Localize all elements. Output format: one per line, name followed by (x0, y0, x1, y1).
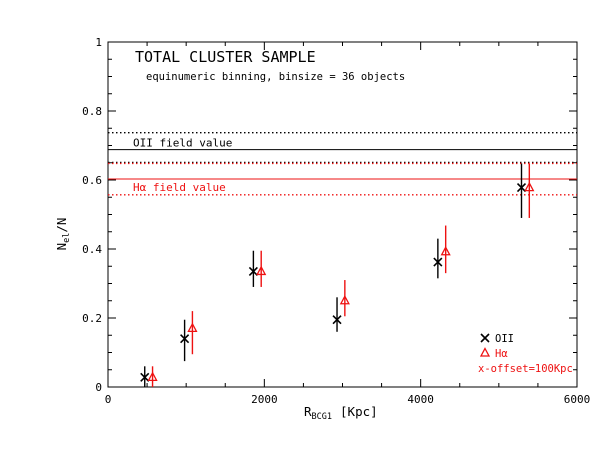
legend-marker-cross (480, 333, 490, 343)
y-ticks: 0 0.2 0.4 0.6 0.8 1 (82, 36, 577, 394)
x-ticks: 0 2000 4000 6000 (105, 42, 591, 406)
legend-offset-note: x-offset=100Kpc (478, 363, 573, 375)
y-axis-label-sub: el (62, 233, 72, 243)
y-tick-label: 0.8 (82, 105, 102, 118)
reference-label: OII field value (133, 137, 232, 150)
data-point-ha (339, 294, 350, 305)
legend-ha-marker (479, 347, 491, 357)
y-tick-label: 0.6 (82, 174, 102, 187)
legend-ha-label: Hα (495, 348, 508, 360)
data-point-ha (440, 245, 451, 256)
legend-oii-label: OII (495, 333, 514, 345)
legend-marker-triangle (479, 347, 491, 357)
reference-lines: OII field value Hα field value (108, 132, 577, 196)
data-points (140, 163, 535, 387)
x-axis-label: RBCG1 [Kpc] (304, 404, 378, 422)
x-axis-label-unit: [Kpc] (340, 404, 378, 419)
chart-title: TOTAL CLUSTER SAMPLE (135, 48, 316, 66)
data-point-ha (524, 181, 535, 192)
data-point-oii (248, 266, 258, 276)
legend: OII Hα x-offset=100Kpc (478, 333, 573, 375)
x-axis-label-main: R (304, 404, 312, 419)
y-axis-label-main: N (54, 243, 69, 251)
y-axis-label: Nel/N (54, 218, 72, 251)
x-axis-label-sub: BCG1 (312, 412, 332, 422)
data-point-ha (187, 322, 198, 332)
x-tick-label: 6000 (564, 393, 591, 406)
legend-oii-marker (480, 333, 490, 343)
data-point-oii (180, 334, 190, 344)
data-point-ha (256, 265, 267, 276)
y-tick-label: 1 (95, 36, 102, 49)
chart-subtitle: equinumeric binning, binsize = 36 object… (146, 71, 405, 83)
y-tick-label: 0 (95, 381, 102, 394)
y-tick-label: 0.2 (82, 312, 102, 325)
data-point-oii (516, 183, 527, 193)
x-tick-label: 0 (105, 393, 112, 406)
y-axis-label-tail: /N (54, 218, 69, 233)
data-point-oii (140, 372, 150, 382)
y-tick-label: 0.4 (82, 243, 102, 256)
data-point-oii (433, 257, 443, 267)
reference-label: Hα field value (133, 181, 226, 194)
data-point-oii (332, 315, 342, 325)
x-tick-label: 2000 (251, 393, 278, 406)
data-point-ha (147, 371, 158, 381)
x-tick-label: 4000 (407, 393, 434, 406)
